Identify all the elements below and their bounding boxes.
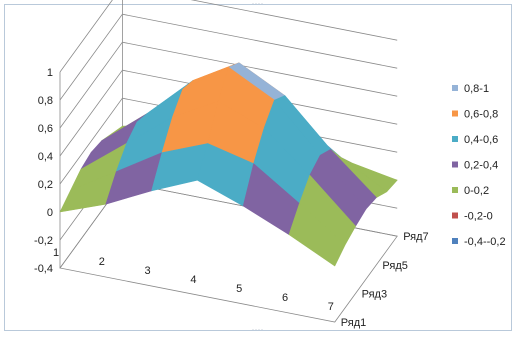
gridline — [59, 0, 398, 73]
z-tick-label: -0,4 — [34, 263, 53, 275]
series-tick-label: Ряд3 — [362, 288, 387, 300]
z-tick-label: 0,8 — [38, 95, 53, 107]
legend-swatch — [452, 110, 458, 117]
legend-swatch — [452, 136, 458, 142]
surface-plot — [59, 62, 398, 267]
z-tick-label: 0,4 — [38, 151, 53, 163]
legend-label: -0,4--0,2 — [464, 236, 506, 248]
legend-label: 0-0,2 — [464, 185, 489, 197]
x-tick-label: 6 — [282, 292, 288, 304]
z-tick-label: 0 — [47, 207, 53, 219]
legend: 0,8-1 0,6-0,8 0,4-0,6 0,2-0,4 0-0,2 -0,2-0 -0,… — [452, 83, 506, 248]
z-tick-label: 0,2 — [38, 179, 53, 191]
top-resize-handle[interactable]: ···· — [252, 1, 264, 7]
bottom-resize-handle[interactable]: ···· — [252, 327, 264, 333]
legend-label: 0,2-0,4 — [464, 160, 498, 172]
series-tick-label: Ряд5 — [382, 260, 407, 272]
surface-cell — [288, 203, 346, 267]
legend-swatch — [452, 161, 458, 168]
x-tick-label: 7 — [328, 301, 334, 313]
series-tick-label: Ряд1 — [341, 317, 366, 329]
legend-label: 0,6-0,8 — [464, 109, 498, 121]
legend-label: -0,2-0 — [464, 211, 493, 223]
chart-axes: 10,80,60,40,20-0,2-0,41234567Ряд1Ряд3Ряд… — [34, 67, 429, 329]
chart-floor — [59, 181, 398, 323]
legend-swatch — [452, 212, 458, 219]
legend-swatch — [452, 85, 458, 91]
x-tick-label: 5 — [236, 283, 242, 295]
series-tick-label: Ряд7 — [403, 231, 428, 243]
x-tick-label: 2 — [99, 256, 105, 268]
z-tick-label: 1 — [47, 67, 53, 79]
legend-label: 0,4-0,6 — [464, 134, 498, 146]
legend-swatch — [452, 238, 458, 244]
z-tick-label: 0,6 — [38, 123, 53, 135]
x-tick-label: 3 — [145, 265, 151, 277]
z-tick-label: -0,2 — [34, 235, 53, 247]
x-tick-label: 1 — [53, 247, 59, 259]
legend-label: 0,8-1 — [464, 83, 489, 95]
x-tick-label: 4 — [190, 274, 196, 286]
legend-swatch — [452, 187, 458, 193]
